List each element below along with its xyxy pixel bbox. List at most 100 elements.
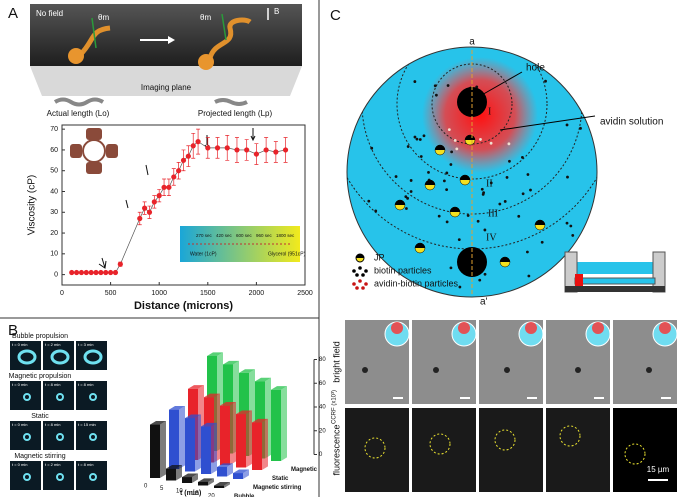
imaging-plane [30, 66, 302, 96]
label: Actual length (Lo) [47, 109, 110, 118]
frame-label: t = 8 min [78, 462, 93, 467]
particle [457, 238, 461, 242]
legend-icon [352, 282, 356, 286]
frame-label: t = 0 min [12, 342, 27, 347]
bar [233, 473, 243, 479]
particle [406, 145, 410, 148]
y-tick-label: 50 [50, 168, 58, 175]
bar [166, 468, 176, 481]
point [146, 209, 153, 215]
particle [489, 141, 493, 145]
frame-label: t = 2 min [45, 462, 60, 467]
frame-label: t = 0 min [12, 462, 27, 467]
bar-top [169, 406, 185, 410]
bar [271, 389, 281, 461]
bar-side [262, 418, 268, 470]
y-tick-label: 60 [50, 147, 58, 154]
particle [521, 156, 524, 159]
legend-icon [355, 273, 359, 277]
particle [413, 80, 417, 83]
device-icon [70, 128, 118, 174]
particle [544, 79, 547, 83]
x-axis-label: Distance (microns) [134, 300, 233, 312]
micrograph [613, 408, 677, 492]
inset-gradient [659, 322, 671, 334]
particle [445, 188, 449, 192]
point [108, 269, 114, 276]
label: Projected length (Lp) [198, 109, 273, 118]
z-tick-label: 20 [319, 428, 326, 434]
point [93, 269, 99, 276]
angle-line [91, 17, 97, 49]
bar-side [224, 482, 230, 488]
x-tick-label: 0 [60, 290, 64, 297]
row-label: bright field [331, 341, 341, 383]
inset-gradient [391, 322, 403, 334]
x-tick-label: 5 [160, 486, 164, 492]
label: Imaging plane [141, 83, 192, 92]
point [98, 269, 104, 276]
particle [646, 367, 652, 373]
point [234, 147, 240, 153]
inset-label: 420 sec [216, 233, 233, 238]
x-tick-label: 15 [192, 491, 199, 497]
x-tick-label: 10 [176, 489, 183, 495]
particle [508, 159, 511, 163]
z-tick-label: 60 [319, 381, 326, 387]
bar [236, 414, 246, 468]
point [161, 184, 167, 190]
bar-side [230, 402, 236, 465]
inset-gradient [592, 322, 604, 334]
point [137, 215, 143, 222]
particle [56, 393, 64, 401]
inset-gradient [525, 322, 537, 334]
row-title: Bubble propulsion [12, 333, 68, 340]
bar [169, 409, 179, 469]
inset-gradient [458, 322, 470, 334]
row-label: fluorescence [331, 424, 341, 475]
particle [419, 155, 423, 158]
avidin-gradient [422, 57, 538, 173]
point [195, 139, 201, 145]
particle [525, 250, 529, 254]
angle-line [221, 13, 227, 41]
particle [540, 240, 544, 244]
bar-top [255, 377, 271, 382]
frame-label: t = 8 min [45, 382, 60, 387]
bar [198, 481, 208, 486]
bar [150, 424, 160, 478]
bar-side [179, 406, 185, 469]
inset-label: 270 sec [196, 233, 213, 238]
point [253, 151, 259, 157]
point [176, 168, 182, 174]
particle [482, 191, 486, 195]
legend-label: Bubble [234, 494, 255, 497]
particle [489, 181, 493, 185]
point [69, 269, 75, 276]
label: a [469, 37, 475, 48]
bar-top [271, 386, 287, 390]
particle [476, 219, 480, 223]
bar-top [185, 414, 201, 419]
label: hole [526, 63, 545, 74]
particle [422, 134, 426, 138]
x-tick-label: 1500 [200, 290, 216, 297]
y-tick-label: 70 [50, 126, 58, 133]
zone-label: III [488, 208, 498, 219]
point [103, 269, 109, 276]
particle [23, 393, 31, 401]
particle [475, 85, 479, 89]
legend-icon [352, 269, 356, 273]
bar-side [211, 422, 217, 474]
particle [466, 214, 470, 217]
scale-label: 15 µm [647, 465, 670, 474]
point [88, 269, 94, 276]
label: B [274, 7, 279, 16]
inset-label: Water (1cP) [190, 251, 217, 257]
legend-label: avidin-biotin particles [374, 278, 459, 288]
particle [23, 433, 31, 441]
micrograph [345, 408, 409, 492]
frame-label: t = 15 min [78, 422, 96, 427]
particle [409, 190, 413, 193]
panel-label: C [330, 7, 341, 24]
